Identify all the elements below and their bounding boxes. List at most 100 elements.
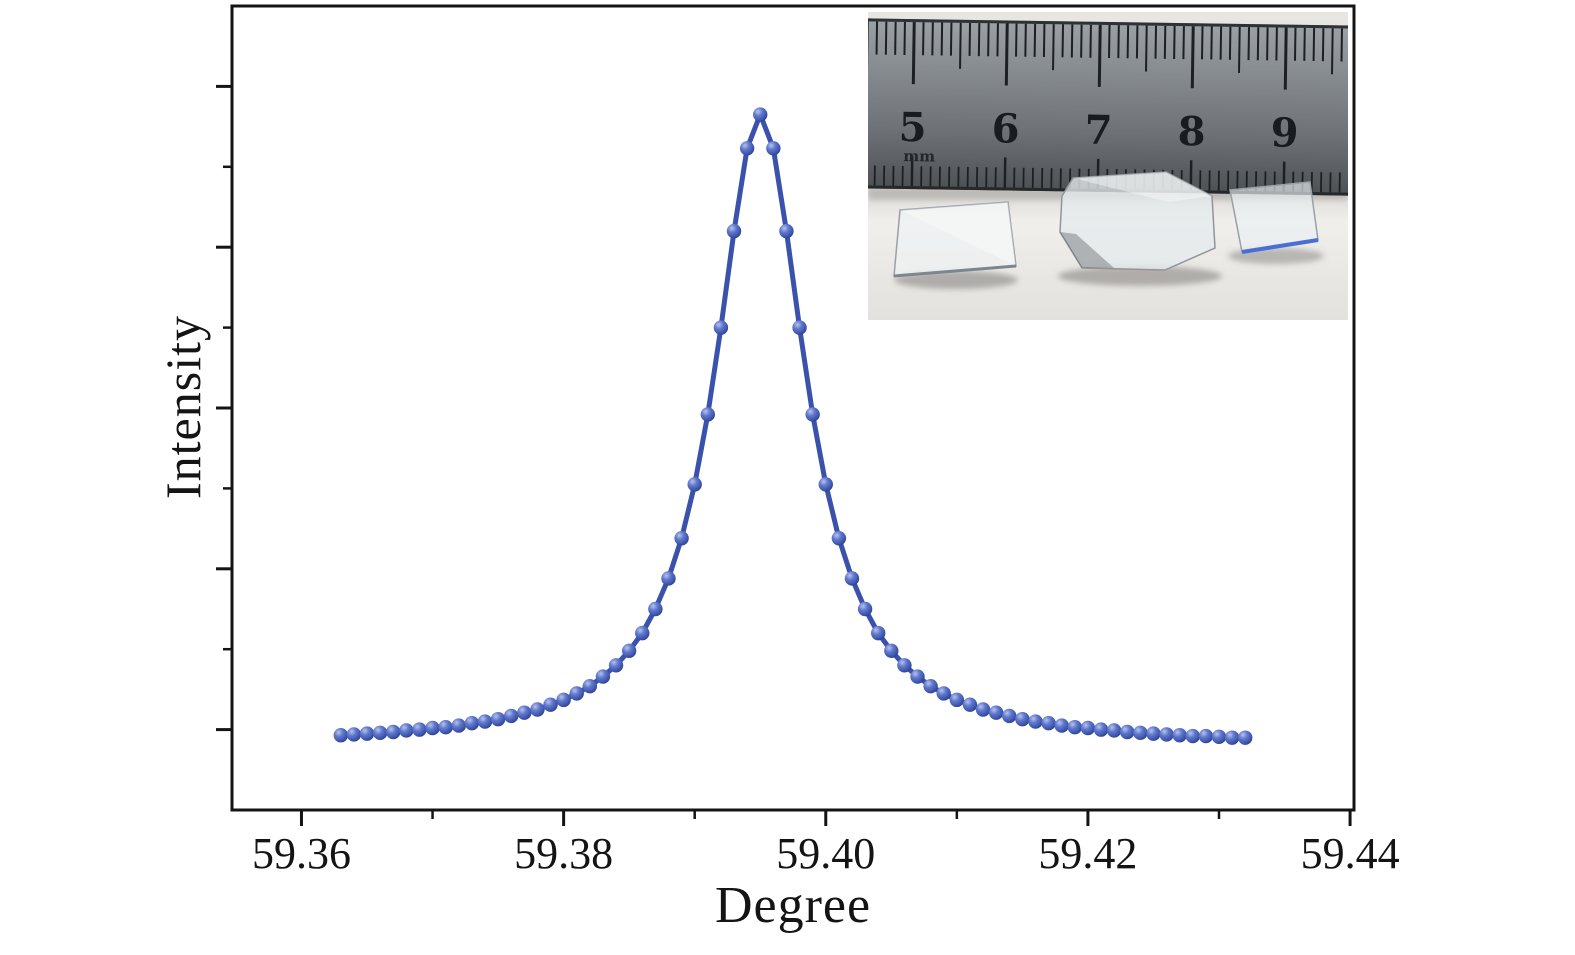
data-point: [962, 697, 978, 712]
data-point: [949, 692, 965, 708]
data-point: [805, 407, 820, 422]
data-point: [674, 531, 689, 546]
x-axis-label: Degree: [714, 877, 872, 934]
ruler-top-edge: [868, 18, 1348, 29]
data-point: [1028, 714, 1043, 729]
crystal-left: [893, 201, 1017, 278]
data-point: [1133, 725, 1148, 741]
data-point: [1198, 728, 1214, 744]
ruler-unit-label: mm: [903, 147, 935, 165]
data-point: [1093, 722, 1109, 737]
data-point: [556, 692, 571, 708]
ruler: 5 6 7 8 9 mm: [868, 18, 1348, 196]
inset-photo: 5 6 7 8 9 mm: [868, 12, 1348, 320]
data-point: [1224, 730, 1240, 745]
data-point: [739, 141, 755, 156]
crystal-right: [1229, 181, 1319, 254]
x-tick-label: 59.42: [1038, 829, 1137, 878]
data-point: [503, 708, 519, 724]
data-point: [936, 686, 951, 701]
data-point: [831, 531, 847, 546]
data-point: [595, 669, 611, 684]
ruler-number: 6: [991, 105, 1020, 152]
data-point: [386, 724, 401, 740]
ruler-ticks: [868, 21, 1348, 193]
data-point: [1067, 719, 1083, 735]
ruler-tick: [911, 22, 916, 85]
data-point: [517, 705, 532, 720]
ruler-numbers: 5 6 7 8 9: [898, 104, 1298, 157]
data-point: [700, 407, 716, 422]
data-point: [726, 223, 742, 239]
x-tick-label: 59.36: [252, 829, 351, 878]
data-point: [844, 571, 860, 586]
data-point: [753, 107, 768, 122]
data-point: [477, 714, 493, 729]
ruler-tick: [1052, 24, 1055, 71]
data-point: [1080, 720, 1096, 736]
data-point: [359, 726, 375, 741]
x-tick-label: 59.38: [514, 829, 613, 878]
ruler-tick: [1283, 27, 1288, 90]
crystal-middle: [1059, 171, 1216, 271]
ruler-tick: [1004, 23, 1009, 86]
ruler-tick: [1097, 24, 1102, 87]
data-point: [1185, 728, 1200, 744]
data-point: [346, 727, 362, 742]
crystal-middle-shadow: [1058, 266, 1222, 286]
y-axis-label: Intensity: [155, 315, 211, 499]
ruler-number: 7: [1084, 107, 1113, 154]
data-point: [608, 658, 624, 673]
data-point: [687, 477, 702, 492]
data-point: [1041, 715, 1056, 731]
ruler-tick: [1145, 25, 1148, 72]
data-point: [530, 702, 545, 717]
data-point: [766, 141, 781, 156]
data-point: [1146, 726, 1161, 741]
data-point: [897, 658, 912, 673]
data-point: [1159, 727, 1174, 742]
data-point: [661, 571, 676, 586]
data-point: [543, 697, 558, 712]
data-point: [857, 601, 873, 617]
data-point: [1015, 711, 1030, 727]
ruler-number: 8: [1177, 108, 1206, 155]
data-point: [451, 718, 466, 733]
x-tick-label: 59.40: [776, 829, 875, 878]
data-point: [870, 625, 886, 641]
ruler-body: [868, 18, 1348, 196]
ruler-number: 9: [1270, 109, 1299, 156]
data-point: [399, 723, 414, 738]
data-point: [490, 711, 506, 727]
data-point: [923, 678, 938, 694]
data-point: [713, 320, 729, 335]
ruler-tick: [1190, 26, 1195, 89]
data-point: [1054, 718, 1069, 733]
data-point: [425, 720, 440, 736]
data-point: [412, 722, 427, 737]
data-point: [818, 477, 833, 492]
data-point: [569, 686, 584, 701]
data-point: [372, 725, 388, 741]
data-point: [635, 625, 650, 641]
data-point: [1172, 728, 1187, 743]
data-point: [438, 719, 453, 735]
data-point: [975, 702, 991, 717]
data-point: [333, 728, 348, 743]
data-point: [792, 320, 807, 335]
data-point: [582, 678, 598, 694]
ruler-tick: [1238, 26, 1241, 73]
data-point: [1120, 724, 1135, 740]
data-point: [621, 643, 637, 659]
data-point: [464, 715, 480, 731]
x-tick-label: 59.44: [1301, 829, 1400, 878]
data-point: [988, 705, 1004, 720]
ruler-number: 5: [898, 104, 927, 151]
ruler-tick: [1331, 28, 1334, 75]
ruler-tick: [959, 22, 962, 69]
data-point: [779, 223, 794, 239]
crystal-left-shadow: [894, 271, 1018, 289]
data-point: [910, 669, 925, 684]
